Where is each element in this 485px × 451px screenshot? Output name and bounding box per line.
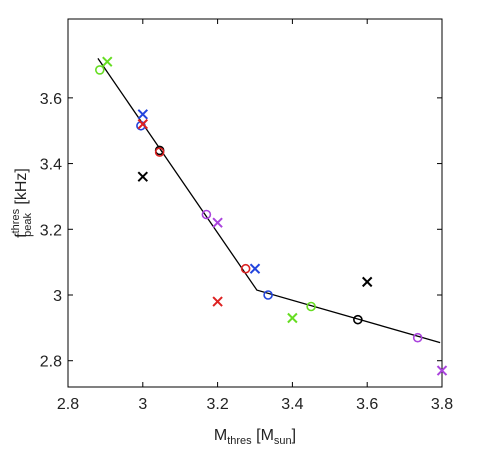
cross-point <box>137 118 149 130</box>
circle-point <box>201 209 212 220</box>
fit-line <box>97 58 441 344</box>
y-axis-label: fthrespeak [kHz] <box>10 168 34 238</box>
axis-ticks <box>67 19 443 387</box>
y-tick-label: 3.4 <box>40 157 62 174</box>
y-tick-label: 3.6 <box>40 91 62 108</box>
cross-point <box>249 263 261 274</box>
cross-point <box>287 312 298 324</box>
cross-point <box>436 365 448 376</box>
y-tick-label: 3 <box>53 288 62 305</box>
x-tick-label: 2.8 <box>57 396 79 413</box>
cross-point <box>361 276 373 288</box>
svg-text:fthrespeak [kHz]: fthrespeak [kHz] <box>10 168 34 238</box>
circle-point <box>154 147 165 157</box>
y-tick-label: 2.8 <box>40 354 62 371</box>
x-tick-label: 3 <box>138 396 147 413</box>
cross-point <box>137 171 149 182</box>
x-axis-label: Mthres [Msun] <box>214 427 296 447</box>
x-tick-label: 3.2 <box>206 396 228 413</box>
cross-point <box>212 296 223 307</box>
y-tick-labels: 2.8 3 3.2 3.4 3.6 <box>40 91 62 371</box>
plot-frame <box>67 18 443 388</box>
cross-point <box>102 56 113 67</box>
circle-point <box>263 290 273 300</box>
x-tick-label: 3.8 <box>431 396 453 413</box>
x-tick-labels: 2.8 3 3.2 3.4 3.6 3.8 <box>57 396 453 413</box>
y-tick-label: 3.2 <box>40 222 62 239</box>
circle-point <box>412 332 423 343</box>
circle-point <box>306 301 316 312</box>
circle-point <box>240 263 251 274</box>
cross-point <box>212 217 223 228</box>
circle-point <box>94 65 105 75</box>
circle-point <box>353 314 363 325</box>
cross-point <box>137 109 149 120</box>
x-tick-label: 3.4 <box>281 396 303 413</box>
x-tick-label: 3.6 <box>356 396 378 413</box>
data-marks <box>94 56 448 376</box>
